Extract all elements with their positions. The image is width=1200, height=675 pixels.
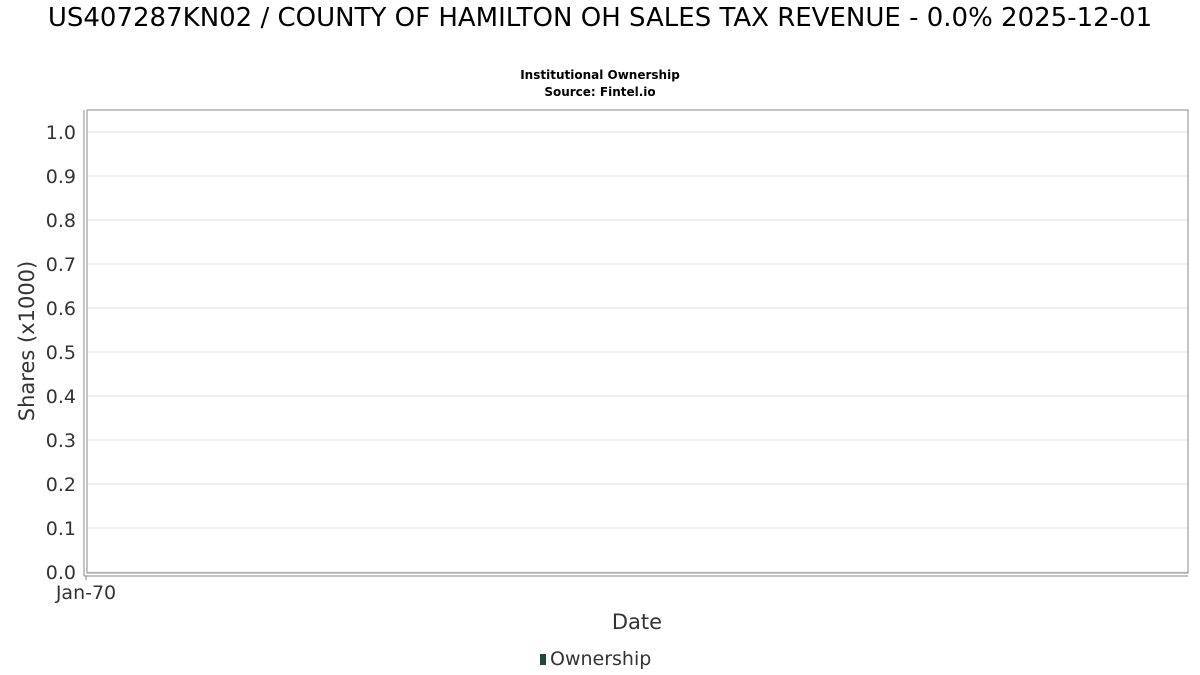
y-tick-label: 0.7 xyxy=(46,254,76,276)
y-tick-label: 0.4 xyxy=(46,386,76,408)
chart-subtitle: Institutional Ownership xyxy=(520,68,680,82)
y-tick-label: 0.3 xyxy=(46,430,76,452)
plot-frame xyxy=(86,109,1189,574)
legend: Ownership xyxy=(540,647,651,671)
x-tick-label: Jan-70 xyxy=(55,582,116,604)
y-tick-label: 0.1 xyxy=(46,518,76,540)
y-tick-labels: 0.0 0.1 0.2 0.3 0.4 0.5 0.6 0.7 0.8 0.9 1.0 xyxy=(46,122,76,584)
x-axis-label: Date xyxy=(612,610,662,634)
legend-swatch xyxy=(540,653,546,665)
y-tick-label: 0.9 xyxy=(46,166,76,188)
y-tick-label: 0.2 xyxy=(46,474,76,496)
y-tick-label: 0.6 xyxy=(46,298,76,320)
y-tick-label: 0.0 xyxy=(46,562,76,584)
y-tick-label: 0.8 xyxy=(46,210,76,232)
y-axis-label: Shares (x1000) xyxy=(15,261,39,421)
x-tick-labels: Jan-70 xyxy=(55,576,116,604)
y-tick-label: 1.0 xyxy=(46,122,76,144)
gridlines xyxy=(88,131,1188,573)
chart-title: US407287KN02 / COUNTY OF HAMILTON OH SAL… xyxy=(47,3,1153,33)
legend-label-ownership: Ownership xyxy=(550,648,652,670)
y-tick-label: 0.5 xyxy=(46,342,76,364)
chart-source: Source: Fintel.io xyxy=(544,85,656,99)
